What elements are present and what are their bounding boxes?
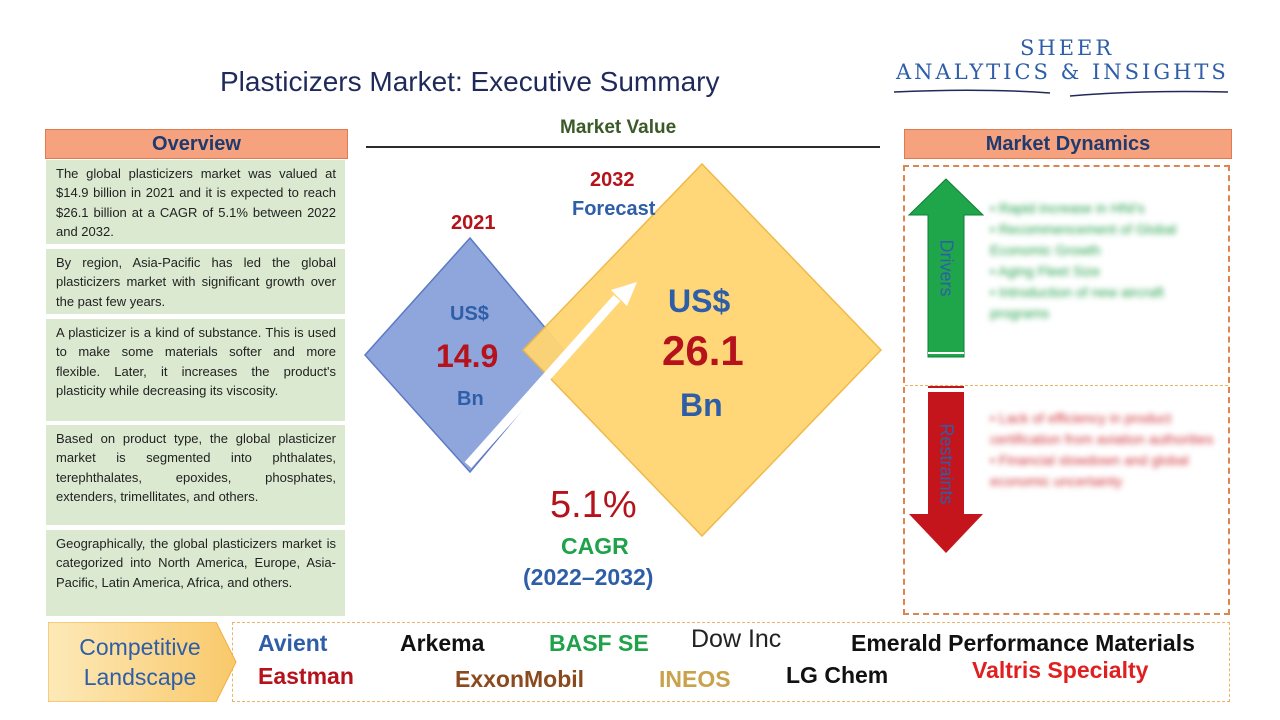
overview-paragraph-4: Based on product type, the global plasti…: [46, 425, 345, 525]
cagr-value: 5.1%: [550, 484, 637, 526]
overview-paragraph-1: The global plasticizers market was value…: [46, 160, 345, 244]
restraint-text: Financial slowdown and global economic u…: [990, 452, 1189, 489]
company-exxonmobil: ExxonMobil: [455, 666, 585, 692]
company-dow: Dow Inc: [691, 625, 782, 653]
value-2021: 14.9: [436, 338, 499, 374]
growth-arrow-shaft: [464, 295, 621, 468]
unit-2021: Bn: [457, 388, 484, 410]
unit-2032: Bn: [680, 387, 723, 423]
value-2032: 26.1: [662, 327, 744, 374]
company-basf: BASF SE: [549, 630, 649, 656]
restraints-label: Restraints: [936, 423, 957, 505]
cagr-label: CAGR: [561, 533, 629, 559]
company-ineos: INEOS: [659, 666, 731, 692]
market-value-heading: Market Value: [560, 117, 677, 138]
restraint-item: • Lack of efficiency in product certific…: [990, 410, 1214, 447]
overview-paragraph-2: By region, Asia-Pacific has led the glob…: [46, 249, 345, 314]
company-eastman: Eastman: [258, 663, 354, 689]
overview-paragraph-5: Geographically, the global plasticizers …: [46, 530, 345, 616]
year-2021: 2021: [451, 212, 496, 234]
growth-arrow-icon: [611, 282, 637, 306]
logo-line-1: SHEER: [1020, 36, 1115, 60]
year-2032: 2032: [590, 169, 635, 191]
drivers-arrow-icon: [907, 178, 985, 360]
competitive-landscape-banner: [48, 622, 237, 702]
driver-text: Introduction of new aircraft programs: [990, 284, 1164, 321]
competitive-label-line2: Landscape: [83, 664, 197, 690]
page-title: Plasticizers Market: Executive Summary: [220, 66, 720, 97]
overview-paragraph-3: A plasticizer is a kind of substance. Th…: [46, 319, 345, 421]
company-valtris: Valtris Specialty: [972, 657, 1149, 683]
logo-line-2: ANALYTICS & INSIGHTS: [896, 60, 1229, 84]
market-dynamics-heading: Market Dynamics: [904, 129, 1232, 159]
restraints-arrow-icon: [909, 386, 983, 553]
competitive-landscape-label: Competitive Landscape: [52, 632, 228, 692]
drivers-list: • Rapid increase in HNI's • Recommenceme…: [990, 198, 1215, 324]
driver-item: • Aging Fleet Size: [990, 263, 1100, 279]
driver-text: Aging Fleet Size: [998, 263, 1100, 279]
driver-item: • Introduction of new aircraft programs: [990, 284, 1164, 321]
driver-item: • Recommencement of Global Economic Grow…: [990, 221, 1177, 258]
company-lg-chem: LG Chem: [786, 662, 889, 688]
logo-swoosh-icon: [893, 89, 1229, 97]
forecast-label: Forecast: [572, 198, 656, 220]
company-emerald: Emerald Performance Materials: [851, 630, 1195, 656]
market-value-underline: [366, 146, 880, 148]
competitive-label-line1: Competitive: [79, 634, 201, 660]
dynamics-divider: [905, 385, 1228, 386]
restraint-item: • Financial slowdown and global economic…: [990, 452, 1189, 489]
drivers-label: Drivers: [936, 239, 957, 297]
diamond-2032: [521, 162, 883, 538]
driver-item: • Rapid increase in HNI's: [990, 200, 1145, 216]
overview-heading: Overview: [45, 129, 348, 159]
market-dynamics-frame: [903, 165, 1230, 615]
currency-2032: US$: [668, 283, 731, 319]
cagr-period: (2022–2032): [523, 564, 654, 590]
restraints-list: • Lack of efficiency in product certific…: [990, 408, 1215, 492]
driver-text: Recommencement of Global Economic Growth: [990, 221, 1177, 258]
currency-2021: US$: [450, 303, 489, 325]
market-value-graphic: [363, 162, 883, 538]
restraint-text: Lack of efficiency in product certificat…: [990, 410, 1214, 447]
company-avient: Avient: [258, 630, 328, 656]
driver-text: Rapid increase in HNI's: [998, 200, 1145, 216]
company-arkema: Arkema: [400, 630, 485, 656]
